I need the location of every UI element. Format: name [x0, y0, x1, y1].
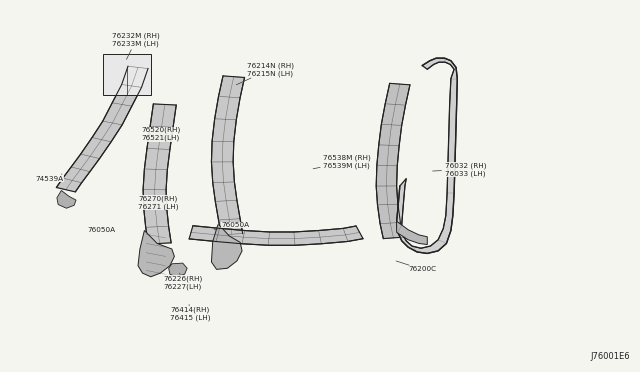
- Polygon shape: [189, 226, 363, 245]
- Polygon shape: [211, 76, 244, 235]
- Polygon shape: [376, 83, 410, 238]
- Text: 76050A: 76050A: [87, 227, 115, 234]
- Polygon shape: [211, 225, 242, 269]
- Text: 76232M (RH)
76233M (LH): 76232M (RH) 76233M (LH): [113, 32, 160, 60]
- Text: 74539A: 74539A: [36, 174, 64, 182]
- FancyBboxPatch shape: [103, 54, 151, 95]
- Text: J76001E6: J76001E6: [590, 352, 630, 361]
- Polygon shape: [138, 231, 174, 277]
- Text: 76032 (RH)
76033 (LH): 76032 (RH) 76033 (LH): [433, 162, 486, 177]
- Polygon shape: [57, 190, 76, 208]
- Text: 76200C: 76200C: [396, 261, 436, 272]
- Polygon shape: [56, 66, 148, 192]
- Text: 76414(RH)
76415 (LH): 76414(RH) 76415 (LH): [170, 305, 211, 321]
- Text: 76270(RH)
76271 (LH): 76270(RH) 76271 (LH): [138, 195, 179, 210]
- Text: 76214N (RH)
76215N (LH): 76214N (RH) 76215N (LH): [236, 62, 294, 85]
- Text: 76050A: 76050A: [214, 222, 249, 230]
- Polygon shape: [143, 104, 176, 244]
- Text: 76520(RH)
76521(LH): 76520(RH) 76521(LH): [141, 127, 180, 141]
- Text: 76538M (RH)
76539M (LH): 76538M (RH) 76539M (LH): [313, 155, 371, 169]
- Polygon shape: [169, 263, 187, 277]
- Polygon shape: [397, 221, 428, 244]
- Polygon shape: [397, 58, 458, 253]
- Text: 76226(RH)
76227(LH): 76226(RH) 76227(LH): [164, 273, 203, 290]
